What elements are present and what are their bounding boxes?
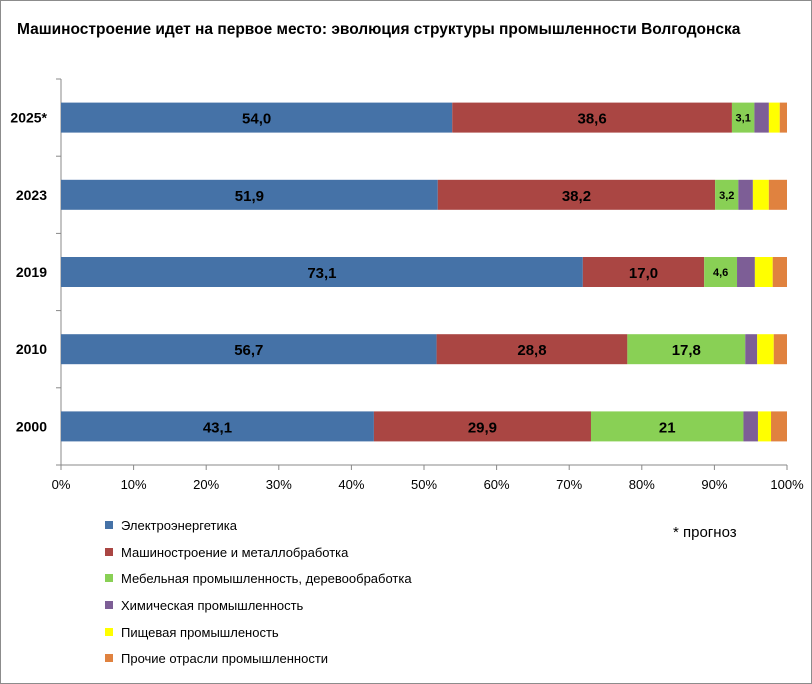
x-tick-label: 100% xyxy=(770,477,804,492)
legend-label-furniture: Мебельная промышленность, деревообработк… xyxy=(121,570,412,586)
bar-segment xyxy=(731,102,755,133)
data-label: 38,2 xyxy=(562,188,591,205)
legend-swatch-machinery xyxy=(105,548,113,556)
category-label: 2025* xyxy=(10,110,47,126)
data-label: 38,6 xyxy=(577,111,606,128)
data-label: 3,2 xyxy=(719,190,734,202)
bar-segment xyxy=(757,334,774,365)
x-tick-label: 40% xyxy=(338,477,364,492)
bar-segment xyxy=(768,102,780,133)
bar-segment xyxy=(779,102,787,133)
bar-segment xyxy=(590,411,744,442)
x-tick-label: 20% xyxy=(193,477,219,492)
bar-segment xyxy=(582,257,705,287)
data-label: 73,1 xyxy=(307,265,336,282)
data-label: 4,6 xyxy=(713,267,728,279)
legend-label-other: Прочие отрасли промышленности xyxy=(121,650,329,666)
legend-item-power: Электроэнергетика xyxy=(105,516,237,534)
data-label: 29,9 xyxy=(468,419,497,436)
category-label: 2010 xyxy=(16,341,47,357)
bar-segment xyxy=(61,411,374,442)
legend-swatch-food xyxy=(105,628,113,636)
legend-swatch-power xyxy=(105,521,113,529)
bar-segment xyxy=(771,411,787,442)
legend-label-chemical: Химическая промышленность xyxy=(121,597,304,613)
bar-segment xyxy=(61,179,438,210)
bar-segment xyxy=(773,334,787,365)
category-label: 2023 xyxy=(16,187,47,203)
bar-segment xyxy=(452,102,732,133)
legend-item-machinery: Машиностроение и металлобработка xyxy=(105,543,348,561)
bar-segment xyxy=(61,334,437,365)
legend-swatch-chemical xyxy=(105,601,113,609)
category-label: 2019 xyxy=(16,264,47,280)
data-label: 3,1 xyxy=(736,113,751,125)
data-label: 54,0 xyxy=(242,111,271,128)
bar-segment xyxy=(768,179,787,210)
bar-segment xyxy=(745,334,758,365)
bar-segment xyxy=(738,179,753,210)
bar-segment xyxy=(737,257,755,287)
legend-swatch-other xyxy=(105,654,113,662)
legend-swatch-furniture xyxy=(105,574,113,582)
data-label: 17,0 xyxy=(629,265,658,282)
bar-segment xyxy=(61,102,453,133)
x-tick-label: 0% xyxy=(52,477,71,492)
data-label: 56,7 xyxy=(234,342,263,359)
bar-segment xyxy=(754,102,769,133)
bar-segment xyxy=(757,411,772,442)
category-label: 2000 xyxy=(16,418,47,434)
legend-item-chemical: Химическая промышленность xyxy=(105,596,303,614)
data-label: 51,9 xyxy=(235,188,264,205)
chart-title: Машиностроение идет на первое место: эво… xyxy=(17,21,741,38)
legend-item-other: Прочие отрасли промышленности xyxy=(105,649,328,667)
bar-segment xyxy=(752,179,769,210)
bar-segment xyxy=(772,257,787,287)
x-tick-label: 10% xyxy=(121,477,147,492)
data-label: 28,8 xyxy=(517,342,546,359)
bar-segment xyxy=(715,179,739,210)
data-label: 21 xyxy=(659,419,676,436)
bar-segment xyxy=(704,257,738,287)
data-label: 43,1 xyxy=(203,419,232,436)
x-tick-label: 50% xyxy=(411,477,437,492)
x-tick-label: 80% xyxy=(629,477,655,492)
bar-segment xyxy=(61,257,583,287)
x-tick-label: 60% xyxy=(484,477,510,492)
bar-segment xyxy=(436,334,628,365)
legend-label-power: Электроэнергетика xyxy=(121,517,237,533)
legend-item-food: Пищевая промышленость xyxy=(105,623,279,641)
x-tick-label: 30% xyxy=(266,477,292,492)
forecast-note: * прогноз xyxy=(673,524,737,541)
x-tick-label: 70% xyxy=(556,477,582,492)
bar-segment xyxy=(627,334,746,365)
legend-label-food: Пищевая промышленость xyxy=(121,624,279,640)
legend-label-machinery: Машиностроение и металлобработка xyxy=(121,544,349,560)
bar-segment xyxy=(743,411,758,442)
bar-segment xyxy=(437,179,716,210)
legend-item-furniture: Мебельная промышленность, деревообработк… xyxy=(105,569,412,587)
bar-segment xyxy=(754,257,773,287)
x-tick-label: 90% xyxy=(701,477,727,492)
data-label: 17,8 xyxy=(672,342,701,359)
bar-segment xyxy=(373,411,591,442)
